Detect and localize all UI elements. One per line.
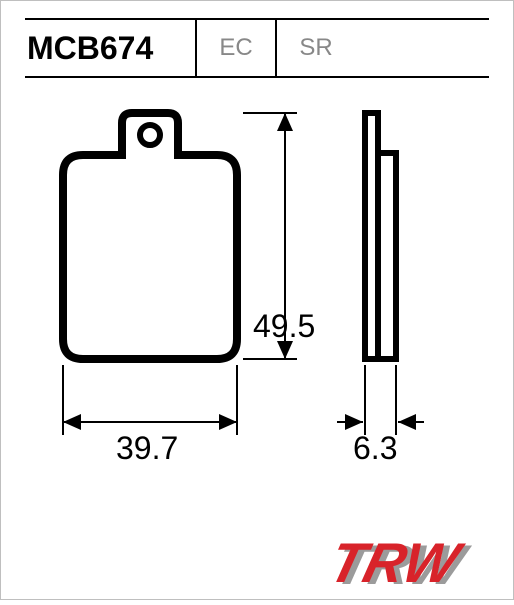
thickness-value: 6.3: [353, 430, 397, 467]
tag-ec: EC: [195, 20, 275, 76]
pad-side-view: [365, 113, 396, 359]
width-value: 39.7: [116, 430, 178, 467]
brand-logo: TRW TRW: [334, 530, 514, 600]
height-value: 49.5: [253, 308, 315, 345]
header-bar: MCB674 EC SR: [25, 18, 489, 78]
pad-front-view: [63, 113, 237, 359]
dim-width: [63, 365, 237, 435]
dim-thickness: [337, 365, 424, 435]
figure-container: MCB674 EC SR: [0, 0, 514, 600]
svg-text:TRW: TRW: [334, 533, 469, 595]
tag-sr: SR: [275, 20, 355, 76]
product-code: MCB674: [25, 20, 195, 76]
